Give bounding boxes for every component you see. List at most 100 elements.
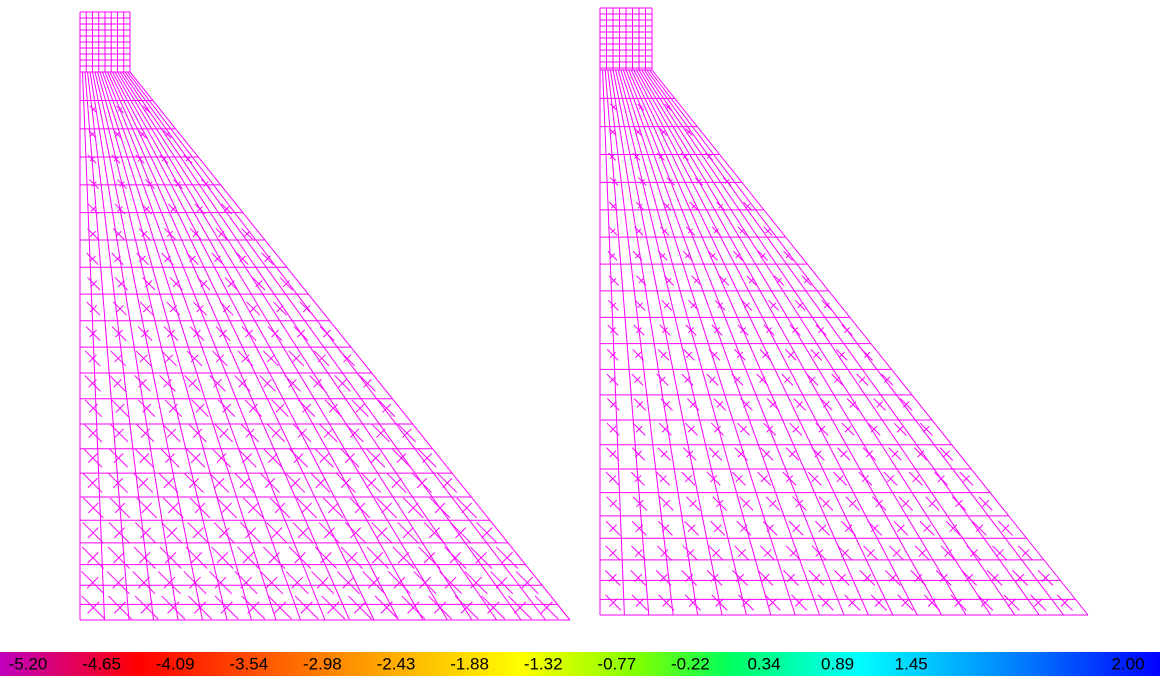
stress-glyph [737,450,745,458]
stress-glyph [838,351,845,358]
stress-glyph [470,576,483,589]
stress-glyph [696,179,702,184]
stress-glyph [273,601,287,614]
stress-glyph [192,230,199,237]
scale-label: -2.98 [303,654,342,673]
stress-glyph [268,551,280,564]
stress-glyph [292,354,301,363]
stress-glyph [762,351,769,358]
stress-glyph [90,206,97,212]
stress-glyph [995,549,1004,558]
stress-glyph [142,403,152,413]
stress-glyph [408,502,419,514]
mesh-line [628,69,869,616]
stress-glyph [789,549,798,558]
stress-glyph [113,601,127,614]
stress-glyph [636,129,641,135]
stress-glyph [794,598,804,607]
stress-glyph [87,453,98,464]
stress-glyph [166,428,177,438]
stress-glyph [323,329,331,338]
stress-glyph [346,551,358,564]
stress-glyph [142,304,151,313]
stress-glyph [116,304,124,313]
stress-glyph [859,376,866,383]
mesh-line [107,71,350,621]
stress-glyph [145,280,153,288]
stress-glyph [113,156,119,162]
stress-glyph [664,203,670,209]
stress-glyph [740,327,747,334]
stress-glyph [91,107,96,112]
stress-glyph [735,573,745,582]
stress-glyph [222,304,231,313]
stress-glyph [376,527,388,539]
stress-glyph [608,573,617,582]
stress-glyph [169,304,178,313]
stress-glyph [140,601,153,614]
stress-glyph [141,329,149,338]
stress-glyph [139,255,146,263]
stress-glyph [475,551,487,564]
stress-glyph [609,598,618,607]
stress-glyph [714,425,721,433]
color-scale-bar [0,652,1160,676]
mesh-line [104,71,326,621]
stress-glyph [795,499,804,508]
stress-glyph [114,354,123,363]
stress-glyph [797,302,804,309]
stress-glyph [214,255,221,263]
stress-glyph [115,329,123,338]
stress-glyph [297,527,309,539]
stress-glyph [796,401,804,408]
stress-glyph [433,601,447,614]
stress-glyph [350,527,362,539]
stress-glyph [88,428,98,438]
stress-glyph [397,551,410,564]
stress-glyph [792,327,799,334]
stress-glyph [886,475,895,483]
mesh-line [122,71,497,621]
stress-glyph [660,253,666,259]
stress-glyph [264,477,276,489]
stress-glyph [342,576,355,589]
stress-glyph [363,379,372,388]
stress-glyph [818,524,827,533]
stress-glyph [214,576,227,589]
stress-glyph [138,379,147,388]
stress-glyph [89,255,96,263]
stress-glyph [844,524,853,533]
stress-glyph [263,379,272,388]
stress-glyph [147,181,153,187]
stress-glyph [776,277,782,284]
stress-glyph [194,502,206,514]
stress-glyph [608,549,617,558]
stress-glyph [189,255,196,263]
mesh-line [124,71,522,621]
stress-glyph [115,132,120,137]
stress-glyph [634,573,643,582]
stress-glyph [218,230,225,237]
stress-glyph [663,401,670,408]
stress-glyph [834,376,841,383]
mesh-line [646,69,1040,616]
stress-glyph [163,477,174,489]
stress-glyph [192,527,204,539]
stress-glyph [89,304,98,313]
stress-glyph [239,255,246,263]
stress-glyph [402,527,414,539]
stress-glyph [892,549,901,558]
stress-glyph [962,475,971,483]
stress-glyph [196,304,204,313]
stress-glyph [763,450,771,458]
stress-glyph [901,598,910,607]
mesh-line [607,69,674,616]
stress-glyph [115,230,122,237]
stress-glyph [634,475,642,483]
mesh-line [99,71,277,621]
stress-glyph [609,154,615,159]
stress-glyph [715,499,724,508]
stress-glyph [735,253,741,259]
stress-glyph [89,156,95,162]
stress-glyph [770,302,777,309]
